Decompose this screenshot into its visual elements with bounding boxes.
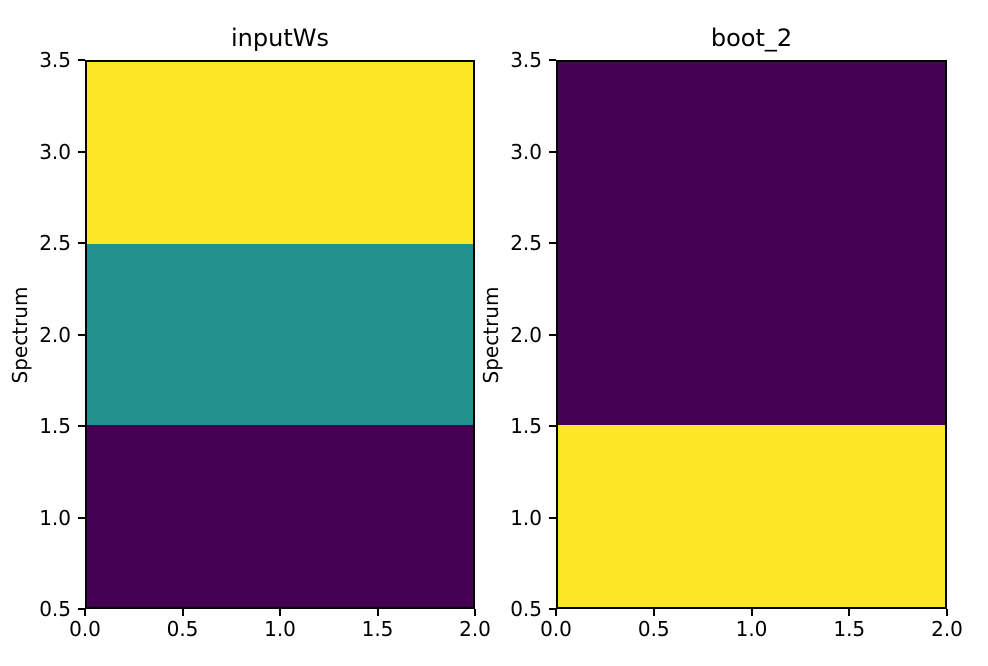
y-tick-mark — [549, 59, 556, 61]
y-tick-mark — [549, 242, 556, 244]
y-tick-mark — [549, 516, 556, 519]
heatmap-band — [87, 425, 473, 607]
x-tick-mark — [652, 609, 655, 616]
y-tick-mark — [549, 425, 556, 427]
heatmap-band — [87, 243, 473, 426]
y-tick-label: 1.0 — [510, 505, 542, 530]
y-tick-label: 1.5 — [39, 414, 71, 438]
x-tick-label: 1.5 — [361, 617, 394, 641]
y-tick-label: 2.5 — [510, 231, 542, 255]
x-tick-mark — [279, 609, 281, 616]
y-tick-label: 0.5 — [39, 597, 71, 621]
x-tick-mark — [474, 609, 476, 616]
y-tick-label: 2.5 — [39, 231, 71, 255]
y-tick-mark — [78, 333, 85, 336]
x-tick-mark — [848, 609, 851, 616]
y-tick-mark — [78, 516, 85, 519]
y-tick-label: 1.0 — [39, 505, 71, 530]
y-tick-label: 1.5 — [510, 414, 542, 438]
x-tick-label: 0.0 — [69, 617, 101, 641]
y-tick-label: 3.5 — [39, 48, 71, 72]
plot-area — [556, 60, 947, 609]
x-tick-mark — [376, 609, 379, 616]
x-tick-mark — [181, 609, 184, 616]
y-tick-mark — [78, 59, 85, 61]
y-tick-mark — [78, 150, 85, 153]
y-tick-mark — [549, 150, 556, 153]
x-tick-mark — [84, 609, 86, 616]
x-tick-label: 2.0 — [931, 617, 963, 641]
x-tick-mark — [750, 609, 753, 616]
x-tick-label: 0.5 — [166, 617, 199, 641]
x-tick-label: 0.0 — [540, 617, 572, 641]
y-tick-mark — [78, 242, 85, 244]
x-tick-label: 1.0 — [735, 617, 768, 641]
x-tick-label: 2.0 — [459, 617, 491, 641]
heatmap-band — [558, 425, 945, 607]
y-tick-label: 0.5 — [510, 597, 542, 621]
y-tick-mark — [78, 425, 85, 427]
y-tick-mark — [549, 608, 556, 610]
x-tick-mark — [946, 609, 948, 616]
plot-area — [85, 60, 475, 609]
plot-title: inputWs — [231, 24, 329, 52]
y-tick-label: 3.0 — [39, 139, 71, 164]
heatmap-band — [558, 62, 945, 426]
y-tick-mark — [78, 608, 85, 610]
heatmap-band — [87, 62, 473, 244]
x-tick-label: 1.0 — [264, 617, 296, 641]
x-tick-mark — [555, 609, 557, 616]
y-tick-label: 2.0 — [39, 322, 71, 347]
plot-title: boot_2 — [710, 24, 793, 52]
y-tick-label: 3.5 — [510, 48, 542, 72]
x-tick-label: 1.5 — [833, 617, 866, 641]
y-tick-label: 2.0 — [510, 322, 542, 347]
y-tick-mark — [549, 333, 556, 336]
y-tick-label: 3.0 — [510, 139, 542, 164]
x-tick-label: 0.5 — [637, 617, 670, 641]
